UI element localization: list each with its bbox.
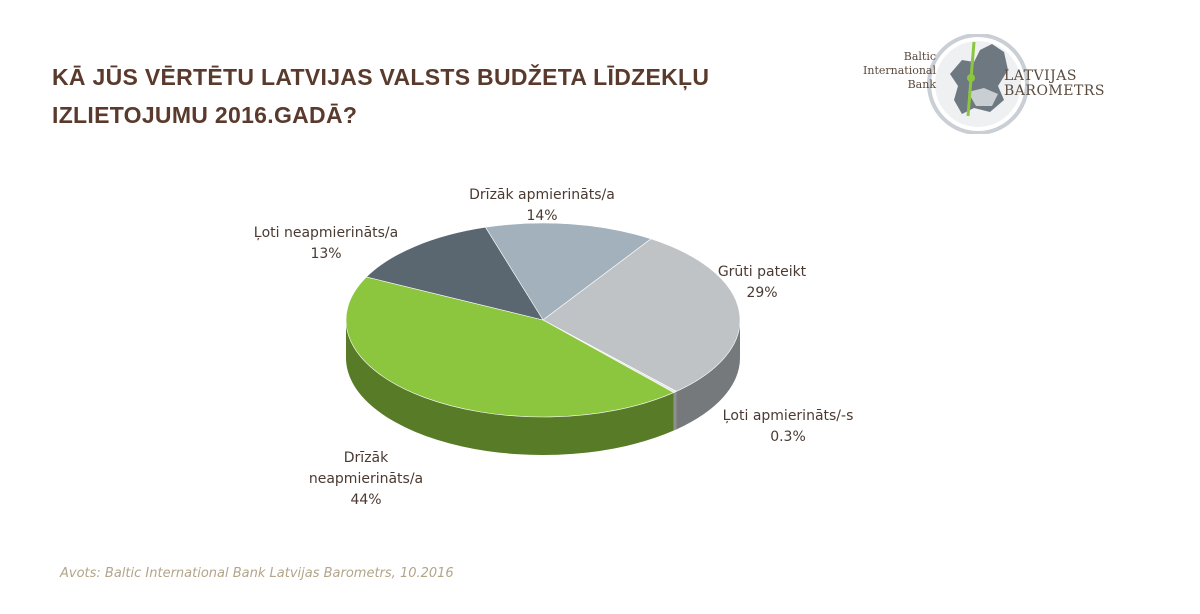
slice-value-0: 14% [526, 208, 557, 224]
logo-map-shape-light [968, 88, 998, 106]
pie-slice-0 [484, 222, 652, 321]
chart-title-line-1: KĀ JŪS VĒRTĒTU LATVIJAS VALSTS BUDŽETA L… [52, 64, 710, 90]
pie-side-1 [676, 320, 740, 430]
chart-title: KĀ JŪS VĒRTĒTU LATVIJAS VALSTS BUDŽETA L… [52, 58, 772, 134]
pie-side-2 [673, 391, 677, 431]
pie-slice-4 [365, 226, 544, 321]
chart-title-line-2: IZLIETOJUMU 2016.GADĀ? [52, 102, 358, 128]
slice-label-0: Drīzāk apmierināts/a 14% [469, 187, 615, 224]
slice-label-3: Drīzāk neapmierināts/a 44% [309, 450, 423, 508]
logo-text-latvijas: LATVIJAS [1004, 68, 1077, 84]
slice-label-4: Ļoti neapmierināts/a 13% [254, 225, 398, 262]
slice-value-2: 0.3% [770, 429, 806, 445]
slice-label-1: Grūti pateikt 29% [718, 264, 807, 301]
logo-text-international: International [863, 64, 936, 77]
slice-value-4: 13% [310, 246, 341, 262]
logo-text-barometrs: BAROMETRS [1004, 83, 1105, 99]
pie-labels: Drīzāk apmierināts/a 14% Grūti pateikt 29% Ļ… [254, 187, 854, 508]
pie-sides [346, 320, 740, 455]
slice-value-1: 29% [746, 285, 777, 301]
slice-value-3: 44% [350, 492, 381, 508]
logo-text-baltic: Baltic [904, 50, 936, 63]
pie-slice-1 [542, 238, 741, 392]
pie-side-3 [346, 320, 674, 455]
logo-ring [927, 34, 1029, 134]
pie-slice-3 [345, 276, 675, 418]
logo-text-bank: Bank [908, 78, 937, 91]
slice-label-2: Ļoti apmierināts/-s 0.3% [723, 408, 854, 445]
logo-needle-dot [967, 74, 975, 82]
source-note: Avots: Baltic International Bank Latvija… [60, 566, 454, 581]
latvijas-barometrs-logo: Baltic International Bank LATVIJAS BAROM… [863, 34, 1105, 134]
pie-tops [345, 222, 741, 418]
